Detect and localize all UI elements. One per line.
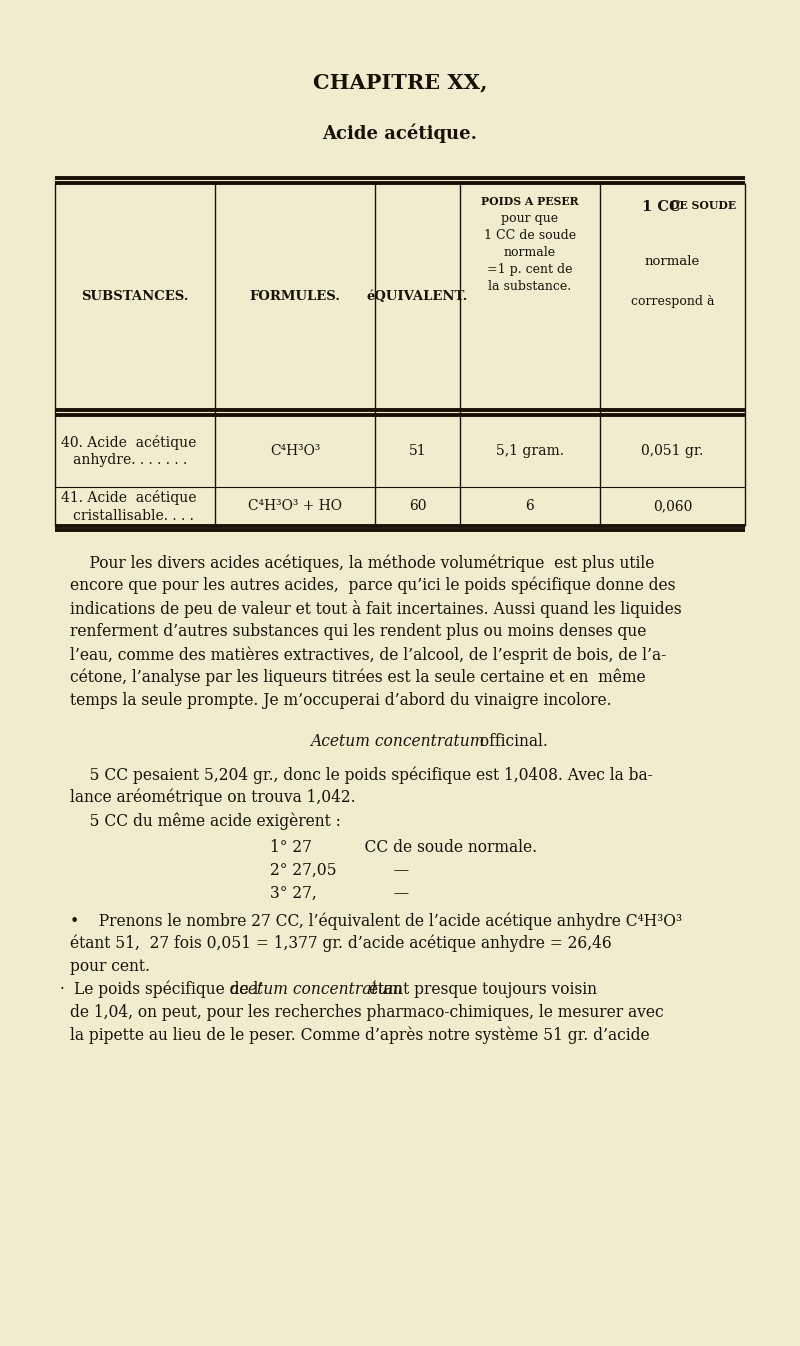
Text: •    Prenons le nombre 27 CC, l’équivalent de l’acide acétique anhydre C⁴H³O³: • Prenons le nombre 27 CC, l’équivalent …	[70, 913, 682, 930]
Text: la pipette au lieu de le peser. Comme d’après notre système 51 gr. d’acide: la pipette au lieu de le peser. Comme d’…	[70, 1027, 650, 1044]
Text: cétone, l’analyse par les liqueurs titrées est la seule certaine et en  même: cétone, l’analyse par les liqueurs titré…	[70, 669, 646, 686]
Text: 51: 51	[409, 444, 426, 458]
Text: 2° 27,05: 2° 27,05	[270, 861, 337, 879]
Text: Pour les divers acides acétiques, la méthode volumétrique  est plus utile: Pour les divers acides acétiques, la mét…	[70, 555, 654, 572]
Text: la substance.: la substance.	[489, 280, 571, 293]
Text: correspond à: correspond à	[630, 295, 714, 308]
Text: —: —	[345, 886, 409, 902]
Text: lance aréométrique on trouva 1,042.: lance aréométrique on trouva 1,042.	[70, 789, 356, 806]
Text: normale: normale	[645, 254, 700, 268]
Text: 1° 27: 1° 27	[270, 839, 312, 856]
Text: temps la seule prompte. Je m’occuperai d’abord du vinaigre incolore.: temps la seule prompte. Je m’occuperai d…	[70, 692, 612, 709]
Text: SUBSTANCES.: SUBSTANCES.	[82, 289, 189, 303]
Text: 6: 6	[526, 499, 534, 514]
Text: 5 CC pesaient 5,204 gr., donc le poids spécifique est 1,0408. Avec la ba-: 5 CC pesaient 5,204 gr., donc le poids s…	[70, 766, 653, 783]
Text: acetum concentratum: acetum concentratum	[230, 981, 402, 997]
Text: FORMULES.: FORMULES.	[250, 289, 341, 303]
Text: 40. Acide  acétique: 40. Acide acétique	[61, 435, 196, 450]
Text: ·: ·	[60, 981, 65, 997]
Text: officinal.: officinal.	[475, 734, 548, 750]
Text: pour que: pour que	[502, 213, 558, 225]
Text: 60: 60	[409, 499, 426, 514]
Text: étant presque toujours voisin: étant presque toujours voisin	[364, 981, 597, 999]
Text: 5,1 gram.: 5,1 gram.	[496, 444, 564, 458]
Text: indications de peu de valeur et tout à fait incertaines. Aussi quand les liquide: indications de peu de valeur et tout à f…	[70, 600, 682, 618]
Text: normale: normale	[504, 246, 556, 258]
Text: 0,051 gr.: 0,051 gr.	[642, 444, 704, 458]
Text: 5 CC du même acide exigèrent :: 5 CC du même acide exigèrent :	[70, 812, 341, 829]
Text: étant 51,  27 fois 0,051 = 1,377 gr. d’acide acétique anhydre = 26,46: étant 51, 27 fois 0,051 = 1,377 gr. d’ac…	[70, 935, 612, 953]
Text: Acide acétique.: Acide acétique.	[322, 124, 478, 143]
Text: DE SOUDE: DE SOUDE	[670, 201, 737, 211]
Text: l’eau, comme des matières extractives, de l’alcool, de l’esprit de bois, de l’a-: l’eau, comme des matières extractives, d…	[70, 646, 666, 664]
Text: pour cent.: pour cent.	[70, 958, 150, 975]
Text: CC de soude normale.: CC de soude normale.	[345, 839, 537, 856]
Text: CHAPITRE XX,: CHAPITRE XX,	[313, 71, 487, 92]
Text: de 1,04, on peut, pour les recherches pharmaco-chimiques, le mesurer avec: de 1,04, on peut, pour les recherches ph…	[70, 1004, 664, 1022]
Text: 0,060: 0,060	[653, 499, 692, 514]
Text: 41. Acide  acétique: 41. Acide acétique	[61, 490, 197, 505]
Text: anhydre. . . . . . .: anhydre. . . . . . .	[73, 454, 187, 467]
Text: C⁴H³O³ + HO: C⁴H³O³ + HO	[248, 499, 342, 514]
Text: renferment d’autres substances qui les rendent plus ou moins denses que: renferment d’autres substances qui les r…	[70, 623, 646, 639]
Text: 3° 27,: 3° 27,	[270, 886, 317, 902]
Text: Acetum concentratum: Acetum concentratum	[310, 734, 485, 750]
Text: C⁴H³O³: C⁴H³O³	[270, 444, 320, 458]
Text: encore que pour les autres acides,  parce qu’ici le poids spécifique donne des: encore que pour les autres acides, parce…	[70, 577, 675, 595]
Text: =1 p. cent de: =1 p. cent de	[487, 262, 573, 276]
Text: Le poids spécifique de l’: Le poids spécifique de l’	[74, 981, 263, 999]
Text: 1 CC: 1 CC	[642, 201, 681, 214]
Text: 1 CC de soude: 1 CC de soude	[484, 229, 576, 242]
Text: —: —	[345, 861, 409, 879]
Text: cristallisable. . . .: cristallisable. . . .	[73, 509, 194, 522]
Text: POIDS A PESER: POIDS A PESER	[481, 197, 579, 207]
Text: éQUIVALENT.: éQUIVALENT.	[367, 289, 468, 303]
